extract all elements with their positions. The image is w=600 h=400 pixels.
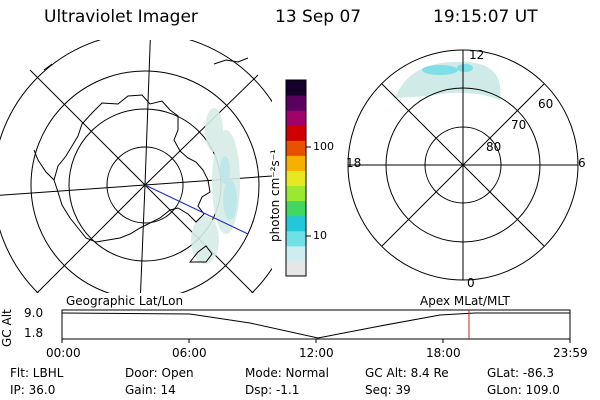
altitude-tick-max: 9.0 [24, 306, 44, 320]
colorbar-segment [286, 260, 306, 277]
colorbar-tick-100: 100 [313, 140, 334, 153]
altitude-plot [61, 309, 571, 343]
status-mode: Mode: Normal [245, 366, 329, 380]
altitude-tick-min: 1.8 [24, 326, 44, 340]
colorbar-segment [286, 245, 306, 262]
colorbar-segment [286, 215, 306, 232]
mlt-label-12: 12 [469, 48, 485, 62]
instrument-title: Ultraviolet Imager [44, 7, 198, 27]
magnetic-panel-label: Apex MLat/MLT [420, 294, 510, 308]
time-tick-2359: 23:59 [553, 346, 588, 360]
status-ip: IP: 36.0 [10, 383, 56, 397]
colorbar-segment [286, 200, 306, 217]
colorbar-segment [286, 170, 306, 187]
status-filter: Flt: LBHL [10, 366, 64, 380]
mlt-label-6: 6 [578, 156, 586, 170]
colorbar-ticks [306, 146, 311, 237]
colorbar-segment [286, 230, 306, 247]
observation-date: 13 Sep 07 [275, 7, 362, 27]
mlat-label-80: 80 [486, 140, 502, 154]
colorbar-segment [286, 185, 306, 202]
time-tick-1800: 18:00 [426, 346, 461, 360]
geographic-map [0, 40, 272, 293]
status-glat: GLat: -86.3 [487, 366, 554, 380]
mlt-label-0: 0 [467, 276, 475, 290]
mlt-label-18: 18 [346, 156, 362, 170]
colorbar-tick-10: 10 [313, 229, 327, 242]
colorbar-segment [286, 95, 306, 111]
observation-time: 19:15:07 UT [433, 7, 538, 27]
status-seq: Seq: 39 [365, 383, 411, 397]
magnetic-map [347, 49, 579, 281]
altitude-axis-label: GC Alt [0, 309, 14, 347]
colorbar-segment [286, 140, 306, 156]
intensity-colorbar [285, 79, 307, 277]
status-gc-alt: GC Alt: 8.4 Re [365, 366, 449, 380]
altitude-plot-frame [61, 309, 571, 340]
aurora-emission-right [395, 61, 501, 100]
time-tick-0000: 00:00 [46, 346, 81, 360]
mlat-label-60: 60 [538, 97, 554, 111]
mlat-label-70: 70 [511, 118, 527, 132]
colorbar-unit-label: photon cm⁻²s⁻¹ [268, 149, 282, 242]
antarctica-coastline [53, 94, 211, 243]
altitude-curve [61, 312, 570, 339]
geographic-panel-label: Geographic Lat/Lon [66, 294, 184, 308]
status-door: Door: Open [125, 366, 194, 380]
time-tick-1200: 12:00 [299, 346, 334, 360]
status-glon: GLon: 109.0 [487, 383, 560, 397]
status-dsp: Dsp: -1.1 [245, 383, 300, 397]
colorbar-frame [285, 79, 307, 277]
colorbar-segment [286, 125, 306, 141]
satellite-track [144, 184, 249, 235]
colorbar-segment [286, 110, 306, 126]
colorbar-segment [286, 80, 306, 96]
time-tick-0600: 06:00 [172, 346, 207, 360]
status-gain: Gain: 14 [125, 383, 176, 397]
colorbar-segment [286, 155, 306, 171]
